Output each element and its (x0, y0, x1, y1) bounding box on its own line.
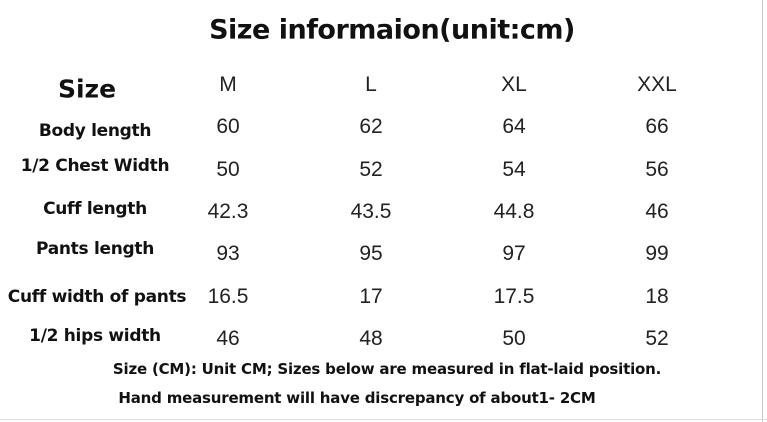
cell: 93 (216, 242, 240, 265)
row-label: Pants length (36, 239, 154, 259)
border (0, 419, 767, 420)
cell: 43.5 (350, 200, 392, 223)
cell: 95 (359, 242, 383, 265)
note: Size (CM): Unit CM; Sizes below are meas… (112, 360, 662, 378)
cell: 18 (645, 285, 669, 308)
cell: 52 (359, 158, 383, 181)
header-cell: Size (57, 74, 117, 104)
cell: 99 (645, 242, 669, 265)
note: Hand measurement will have discrepancy o… (118, 389, 596, 407)
row-label: Cuff width of pants (7, 287, 187, 307)
header-cell: XXL (637, 73, 677, 96)
row-label: 1/2 hips width (29, 326, 161, 346)
cell: 17.5 (493, 285, 535, 308)
cell: 52 (645, 327, 669, 350)
cell: 64 (502, 115, 526, 138)
cell: 62 (359, 115, 383, 138)
header-cell: XL (501, 73, 527, 96)
cell: 66 (645, 115, 669, 138)
cell: 48 (359, 327, 383, 350)
cell: 17 (359, 285, 383, 308)
cell: 50 (216, 158, 240, 181)
row-label: Body length (38, 121, 152, 141)
title: Size informaion(unit:cm) (209, 14, 575, 46)
cell: 42.3 (207, 200, 249, 223)
cell: 60 (216, 115, 240, 138)
cell: 54 (502, 158, 526, 181)
border (762, 0, 763, 422)
row-label: 1/2 Chest Width (20, 156, 170, 176)
cell: 97 (502, 242, 526, 265)
cell: 46 (645, 200, 669, 223)
header-cell: L (365, 73, 377, 96)
cell: 50 (502, 327, 526, 350)
cell: 46 (216, 327, 240, 350)
cell: 56 (645, 158, 669, 181)
cell: 16.5 (207, 285, 249, 308)
cell: 44.8 (493, 200, 535, 223)
row-label: Cuff length (43, 199, 147, 219)
header-cell: M (219, 73, 237, 96)
